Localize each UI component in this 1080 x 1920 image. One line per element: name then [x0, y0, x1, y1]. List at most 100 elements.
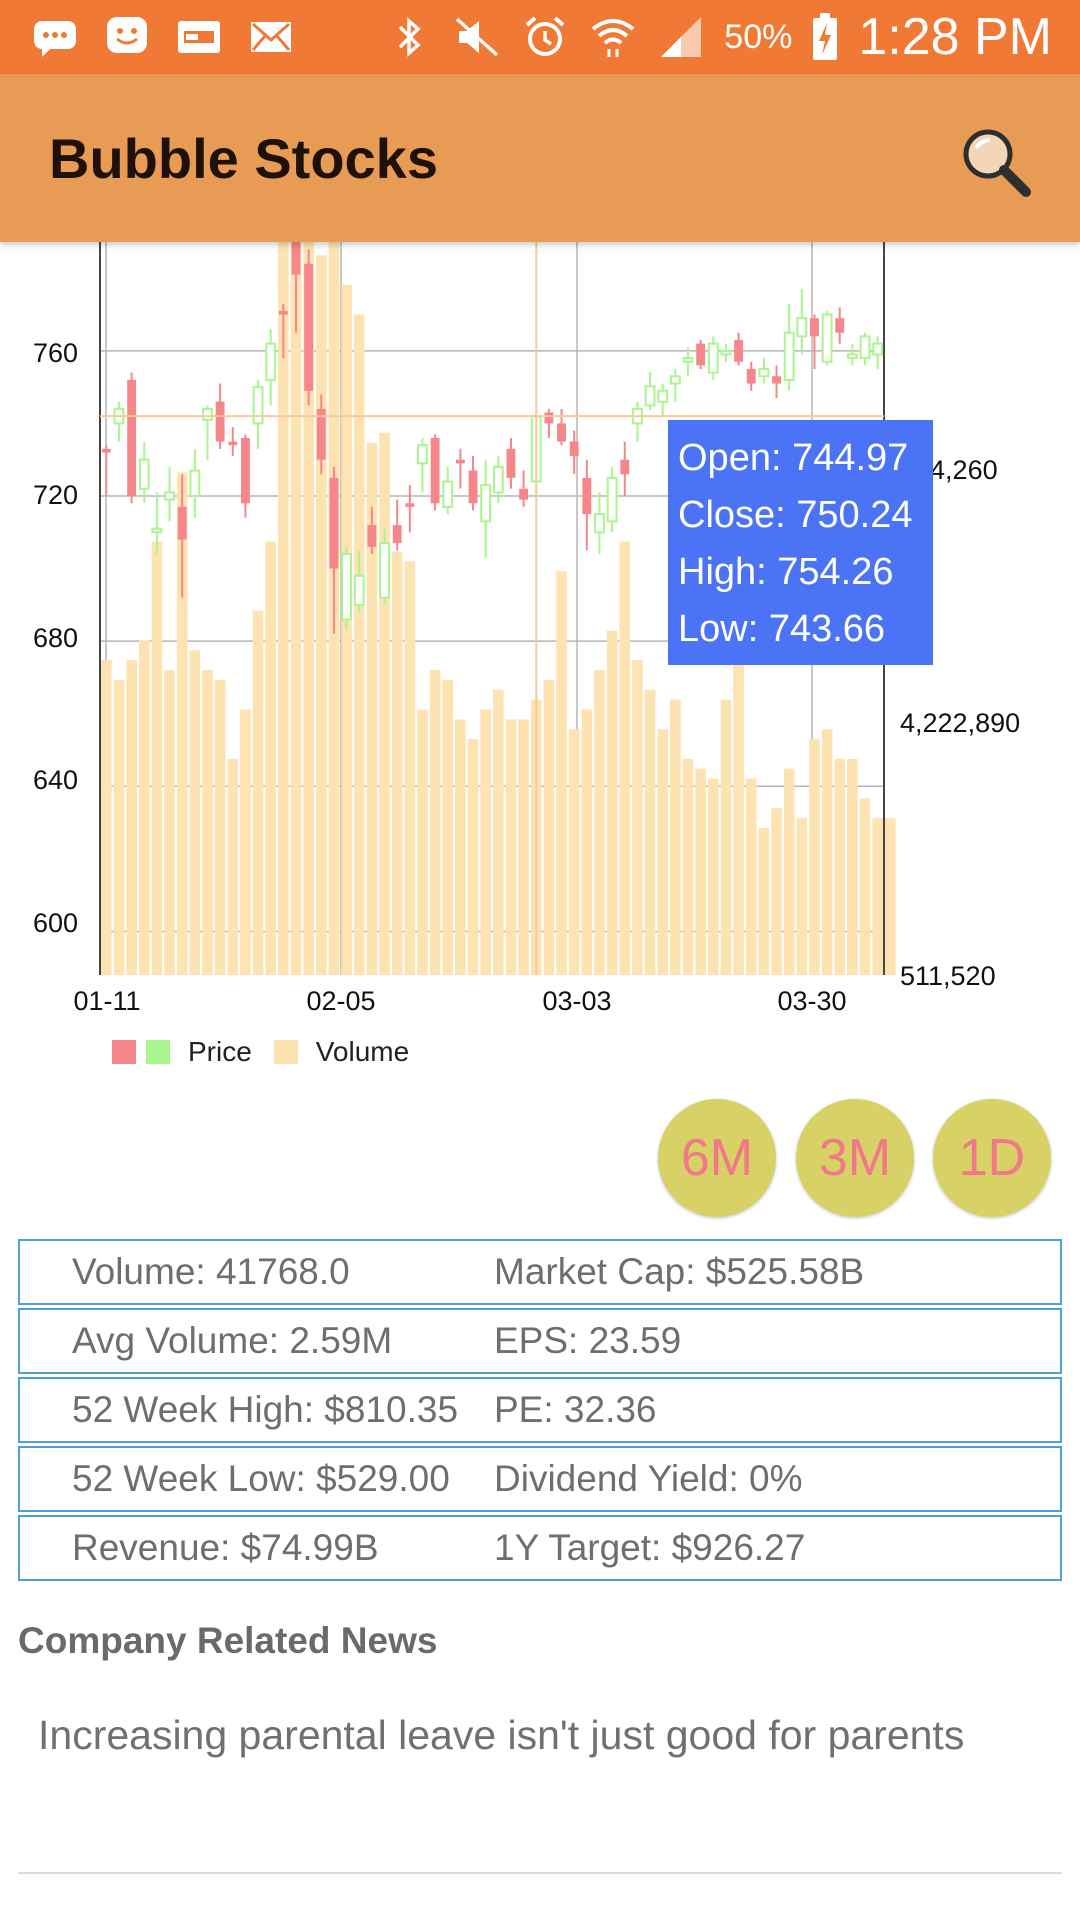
volume-bar: [240, 709, 251, 975]
stat-row: Revenue: $74.99B 1Y Target: $926.27: [18, 1515, 1062, 1581]
stat-revenue: Revenue: $74.99B: [72, 1527, 379, 1568]
range-button-6m[interactable]: 6M: [658, 1099, 776, 1217]
stock-chart[interactable]: 760 720 680 640 600 934,260 4,222,890 51…: [0, 242, 1080, 1072]
stat-row: 52 Week Low: $529.00 Dividend Yield: 0%: [18, 1446, 1062, 1512]
stat-market-cap: Market Cap: $525.58B: [494, 1251, 865, 1292]
tooltip-open: Open: 744.97: [678, 437, 909, 479]
axis-labels: 760 720 680 640 600 934,260 4,222,890 51…: [33, 338, 1020, 1016]
candle-body-up: [265, 342, 277, 381]
candle-body-down: [127, 379, 137, 497]
volume-bar: [745, 778, 757, 975]
volume-bar: [303, 242, 314, 976]
candle-body-down: [810, 318, 819, 337]
volume-bars: [101, 242, 896, 976]
y-tick-label: 640: [33, 765, 78, 795]
candle-body-up: [872, 342, 884, 356]
volume-bar: [442, 679, 454, 975]
volume-bar: [505, 719, 517, 975]
mute-icon: [452, 12, 502, 62]
tooltip-low: Low: 743.66: [678, 608, 886, 650]
stat-dividend-yield: Dividend Yield: 0%: [494, 1458, 803, 1499]
news-item[interactable]: Increasing parental leave isn't just goo…: [38, 1712, 965, 1758]
stats-table: Volume: 41768.0 Market Cap: $525.58B Avg…: [18, 1239, 1062, 1584]
candle-body-down: [291, 242, 301, 275]
volume-bar: [278, 242, 289, 976]
volume-bar: [543, 679, 555, 975]
candle-body-up: [353, 574, 365, 606]
candle-body-up: [379, 542, 390, 599]
range-button-3m[interactable]: 3M: [796, 1099, 914, 1217]
candle-body-down: [228, 441, 238, 446]
chart-canvas[interactable]: 760 720 680 640 600 934,260 4,222,890 51…: [0, 242, 1080, 1072]
battery-percent: 50%: [724, 17, 793, 56]
volume-bar: [758, 828, 770, 975]
volume-bar: [366, 442, 378, 975]
tooltip-high: High: 754.26: [678, 551, 894, 593]
stat-52-week-low: 52 Week Low: $529.00: [72, 1458, 450, 1499]
candle-body-down: [696, 343, 706, 366]
volume-bar: [493, 689, 504, 975]
app-bar: Bubble Stocks: [0, 74, 1080, 242]
y-right-label: 4,222,890: [900, 708, 1020, 738]
y-right-label: 511,520: [900, 961, 996, 991]
candle-body-up: [669, 375, 681, 385]
candle-body-up: [164, 491, 175, 501]
candle-body-down: [430, 437, 440, 504]
candle-body-down: [506, 448, 516, 478]
volume-bar: [151, 541, 163, 975]
volume-bar: [695, 768, 706, 975]
volume-bar: [176, 472, 188, 975]
chart-legend: Price Volume: [112, 1034, 409, 1070]
candle-body-down: [557, 423, 566, 442]
x-tick-label: 01-11: [73, 986, 140, 1016]
alarm-icon: [520, 12, 570, 62]
news-divider: [18, 1872, 1062, 1874]
stat-52-week-high: 52 Week High: $810.35: [72, 1389, 459, 1430]
volume-bar: [821, 729, 833, 975]
volume-bar: [733, 610, 744, 975]
candle-body-up: [846, 353, 858, 360]
candle-body-down: [367, 525, 377, 547]
search-button[interactable]: [956, 122, 1036, 202]
card-icon: [174, 12, 224, 62]
stat-row: Volume: 41768.0 Market Cap: $525.58B: [18, 1239, 1062, 1305]
range-button-1d[interactable]: 1D: [933, 1099, 1051, 1217]
candle-body-up: [783, 331, 795, 381]
candle-body-up: [644, 385, 656, 407]
candle-body-down: [569, 441, 579, 457]
candle-body-down: [177, 506, 187, 540]
volume-bar: [707, 778, 719, 975]
volume-bar: [556, 571, 567, 975]
candle-body-up: [492, 465, 504, 494]
volume-bar: [379, 433, 390, 975]
volume-bar: [404, 561, 416, 975]
news-heading: Company Related News: [18, 1620, 438, 1661]
candle-body-up: [151, 527, 163, 534]
messenger-icon: [102, 12, 152, 62]
chat-icon: [30, 12, 80, 62]
price-candles: [101, 242, 884, 634]
candle-body-up: [707, 342, 719, 374]
stat-row: 52 Week High: $810.35 PE: 32.36: [18, 1377, 1062, 1443]
volume-bar: [518, 719, 529, 975]
highlight-crosshair: [100, 242, 884, 975]
stat-avg-volume: Avg Volume: 2.59M: [72, 1320, 393, 1361]
candle-body-up: [417, 444, 428, 465]
search-icon: [963, 129, 1031, 197]
candle-body-down: [544, 412, 554, 424]
clock: 1:28 PM: [858, 8, 1052, 66]
candle-body-up: [252, 386, 264, 425]
y-tick-label: 720: [33, 480, 78, 510]
candle-body-up: [682, 357, 694, 363]
candle-body-down: [215, 401, 225, 442]
bluetooth-icon: [384, 12, 434, 62]
candle-body-down: [835, 318, 845, 333]
candle-body-up: [442, 480, 454, 508]
candle-body-up: [720, 349, 732, 356]
stat-eps: EPS: 23.59: [494, 1320, 682, 1361]
volume-bar: [885, 818, 896, 975]
volume-bar: [189, 650, 201, 975]
legend-price-label: Price: [188, 1036, 252, 1067]
volume-bar: [467, 739, 479, 975]
volume-bar: [809, 739, 820, 975]
